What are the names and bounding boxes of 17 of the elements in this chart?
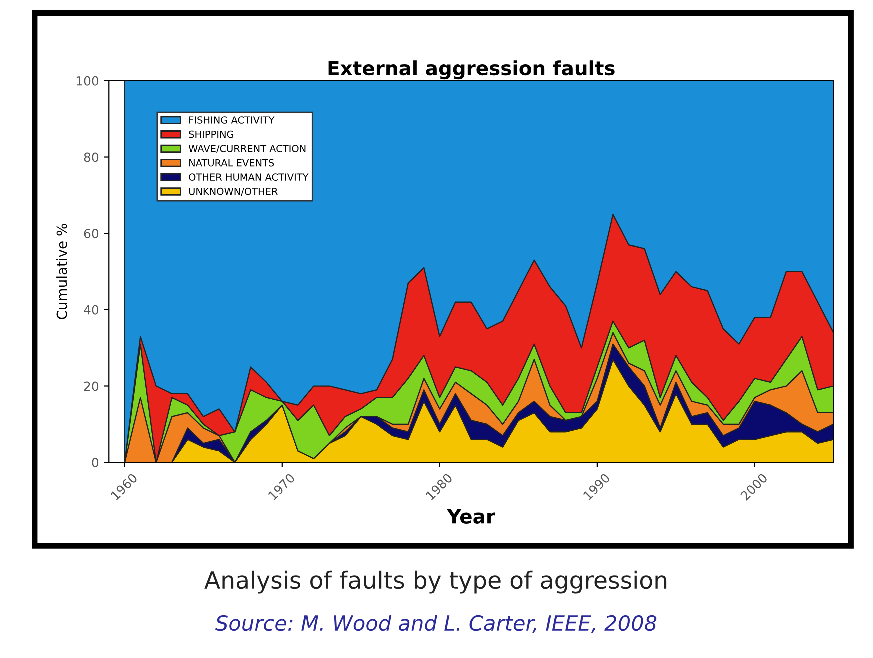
y-axis-title: Cumulative % [56, 224, 68, 320]
chart-title: External aggression faults [328, 60, 615, 80]
y-tick-label: 0 [92, 458, 99, 468]
legend-label: NATURAL EVENTS [190, 159, 274, 167]
legend-label: UNKNOWN/OTHER [189, 188, 278, 196]
legend-label: WAVE/CURRENT ACTION [188, 145, 306, 154]
legend-label: OTHER HUMAN ACTIVITY [189, 174, 309, 182]
text: Analysis of faults by type of aggression [204, 570, 667, 594]
x-axis-title: Year [447, 510, 496, 524]
y-tick-label: 40 [84, 305, 99, 315]
y-tick-label: 80 [84, 152, 99, 162]
source-note: Source: M. Wood and L. Carter, IEEE, 2008 [216, 615, 657, 634]
y-tick-label: 100 [76, 76, 99, 86]
y-tick-label: 20 [84, 382, 99, 392]
y-tick-label: 60 [84, 229, 99, 239]
legend-label: FISHING ACTIVITY [190, 116, 275, 124]
legend-label: SHIPPING [189, 130, 234, 138]
